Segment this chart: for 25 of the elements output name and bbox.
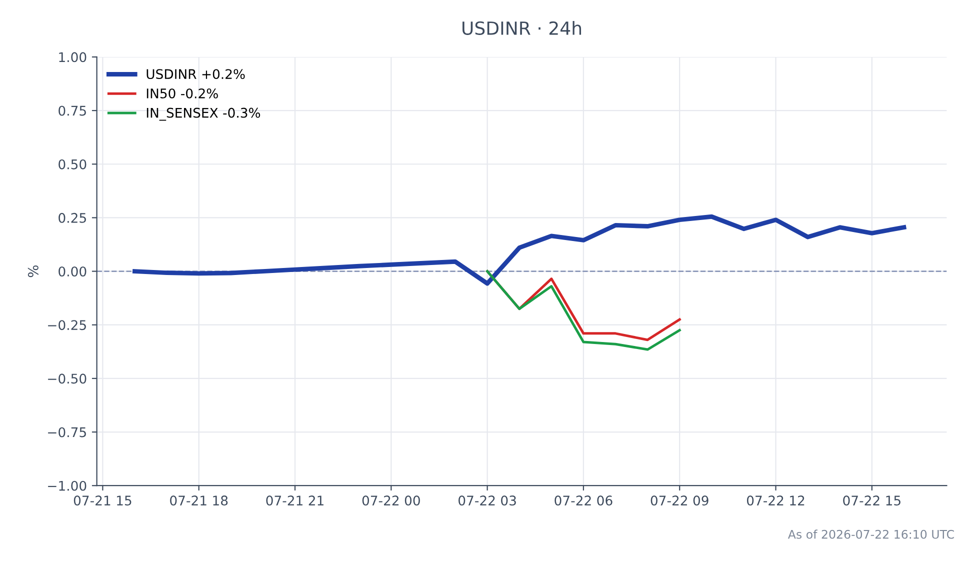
- text: As of 2026-07-22 16:10 UTC: [788, 530, 954, 539]
- x-tick-label: 07-22 00: [362, 496, 420, 506]
- y-tick-label: 0.50: [58, 159, 86, 170]
- legend-label: IN50 -0.2%: [146, 88, 218, 98]
- x-tick-label: 07-21 15: [74, 496, 132, 506]
- x-tick-label: 07-22 15: [843, 496, 900, 506]
- y-tick-label: 0.75: [58, 106, 86, 116]
- y-tick-label: −1.00: [48, 480, 86, 491]
- x-tick-label: 07-22 12: [746, 496, 804, 506]
- x-tick-label: 07-22 03: [458, 496, 516, 506]
- x-tick-label: 07-21 21: [266, 496, 324, 506]
- legend-label: USDINR +0.2%: [146, 69, 245, 80]
- x-tick-label: 07-21 18: [170, 496, 228, 506]
- x-tick-label: 07-22 09: [650, 496, 708, 506]
- y-tick-label: −0.75: [48, 427, 86, 438]
- x-tick-label: 07-22 06: [554, 496, 612, 506]
- legend-label: IN_SENSEX -0.3%: [146, 108, 260, 121]
- y-tick-label: 0.00: [58, 266, 86, 276]
- y-axis-title: %: [28, 265, 38, 278]
- y-tick-label: −0.25: [48, 320, 86, 330]
- line-series: [132, 214, 906, 286]
- y-tick-label: 0.25: [58, 212, 86, 223]
- y-tick-label: −0.50: [48, 374, 86, 384]
- chart-title: USDINR · 24h: [462, 21, 582, 35]
- y-tick-label: 1.00: [59, 52, 86, 62]
